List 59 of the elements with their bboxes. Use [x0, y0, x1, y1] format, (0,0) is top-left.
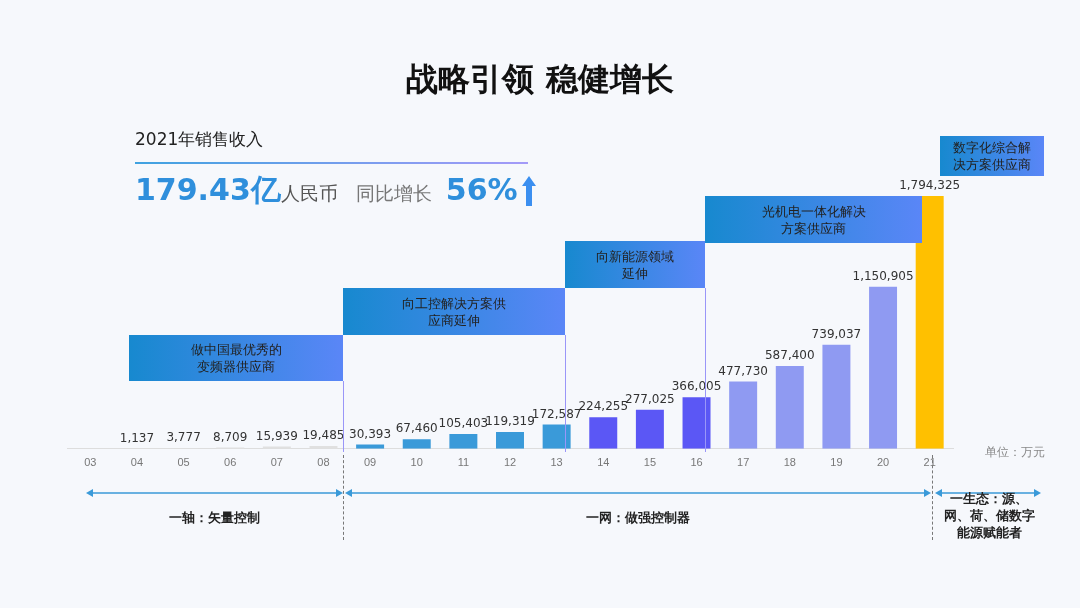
- data-label: 15,939: [255, 428, 298, 443]
- x-tick-label: 06: [224, 456, 237, 469]
- data-label: 8,709: [213, 429, 248, 444]
- chart-title: 战略引领 稳健增长: [405, 59, 675, 100]
- text: 一生态：源、网、荷、储数字能源赋能者: [942, 490, 1036, 541]
- x-tick-label: 13: [550, 456, 563, 469]
- annotation: 同比增长: [355, 181, 432, 206]
- bar: [822, 344, 851, 449]
- annotation: 做中国最优秀的变频器供应商: [189, 341, 283, 375]
- annotation: 179.43亿: [135, 171, 281, 209]
- x-tick-label: 20: [876, 456, 890, 469]
- x-tick-label: 12: [503, 456, 517, 469]
- data-label: 30,393: [349, 426, 392, 441]
- bar: [869, 286, 898, 449]
- data-label: 587,400: [764, 348, 815, 363]
- annotation: 向新能源领域延伸: [595, 247, 675, 282]
- x-tick-label: 03: [84, 456, 97, 469]
- data-label: 1,794,325: [899, 178, 961, 193]
- bar: [542, 424, 571, 449]
- bar: [496, 432, 524, 449]
- bar: [402, 439, 431, 449]
- x-tick-label: 09: [363, 456, 377, 469]
- x-tick-label: 19: [830, 456, 843, 469]
- x-tick-label: 18: [783, 456, 796, 469]
- x-tick-label: 08: [317, 456, 330, 469]
- annotation: 人民币: [280, 182, 338, 204]
- bar: [589, 417, 618, 449]
- x-tick-label: 21: [923, 456, 936, 469]
- data-label: 3,777: [166, 430, 201, 445]
- x-tick-label: 05: [177, 456, 190, 469]
- annotation: 光机电一体化解决方案供应商: [761, 202, 866, 237]
- data-label: 366,005: [671, 379, 722, 394]
- bar: [635, 409, 664, 449]
- data-label: 19,485: [302, 428, 345, 443]
- bar: [775, 366, 804, 449]
- x-tick-label: 15: [643, 456, 657, 469]
- bar: [915, 196, 944, 449]
- data-label: 67,460: [395, 421, 438, 436]
- bar: [449, 433, 478, 449]
- text: 一轴：矢量控制: [168, 509, 261, 526]
- x-tick-label: 04: [130, 456, 144, 469]
- x-tick-label: 11: [457, 456, 470, 469]
- text: 单位：万元: [985, 444, 1045, 461]
- x-tick-label: 16: [690, 456, 703, 469]
- x-tick-label: 07: [270, 456, 283, 469]
- data-label: 739,037: [811, 326, 862, 341]
- x-tick-label: 10: [410, 456, 423, 469]
- bar: [729, 381, 758, 449]
- x-tick-label: 14: [597, 456, 610, 469]
- data-label: 1,150,905: [852, 268, 914, 283]
- data-label: 477,730: [718, 363, 768, 378]
- annotation: 向工控解决方案供应商延伸: [401, 294, 507, 329]
- chart-subtitle: 2021年销售收入: [135, 128, 264, 151]
- data-label: 1,137: [119, 430, 155, 445]
- x-tick-label: 17: [737, 456, 750, 469]
- text: 一网：做强控制器: [585, 509, 691, 526]
- bar: [682, 397, 711, 449]
- annotation: 56%: [445, 172, 518, 207]
- text: 数字化综合解决方案供应商: [952, 139, 1032, 173]
